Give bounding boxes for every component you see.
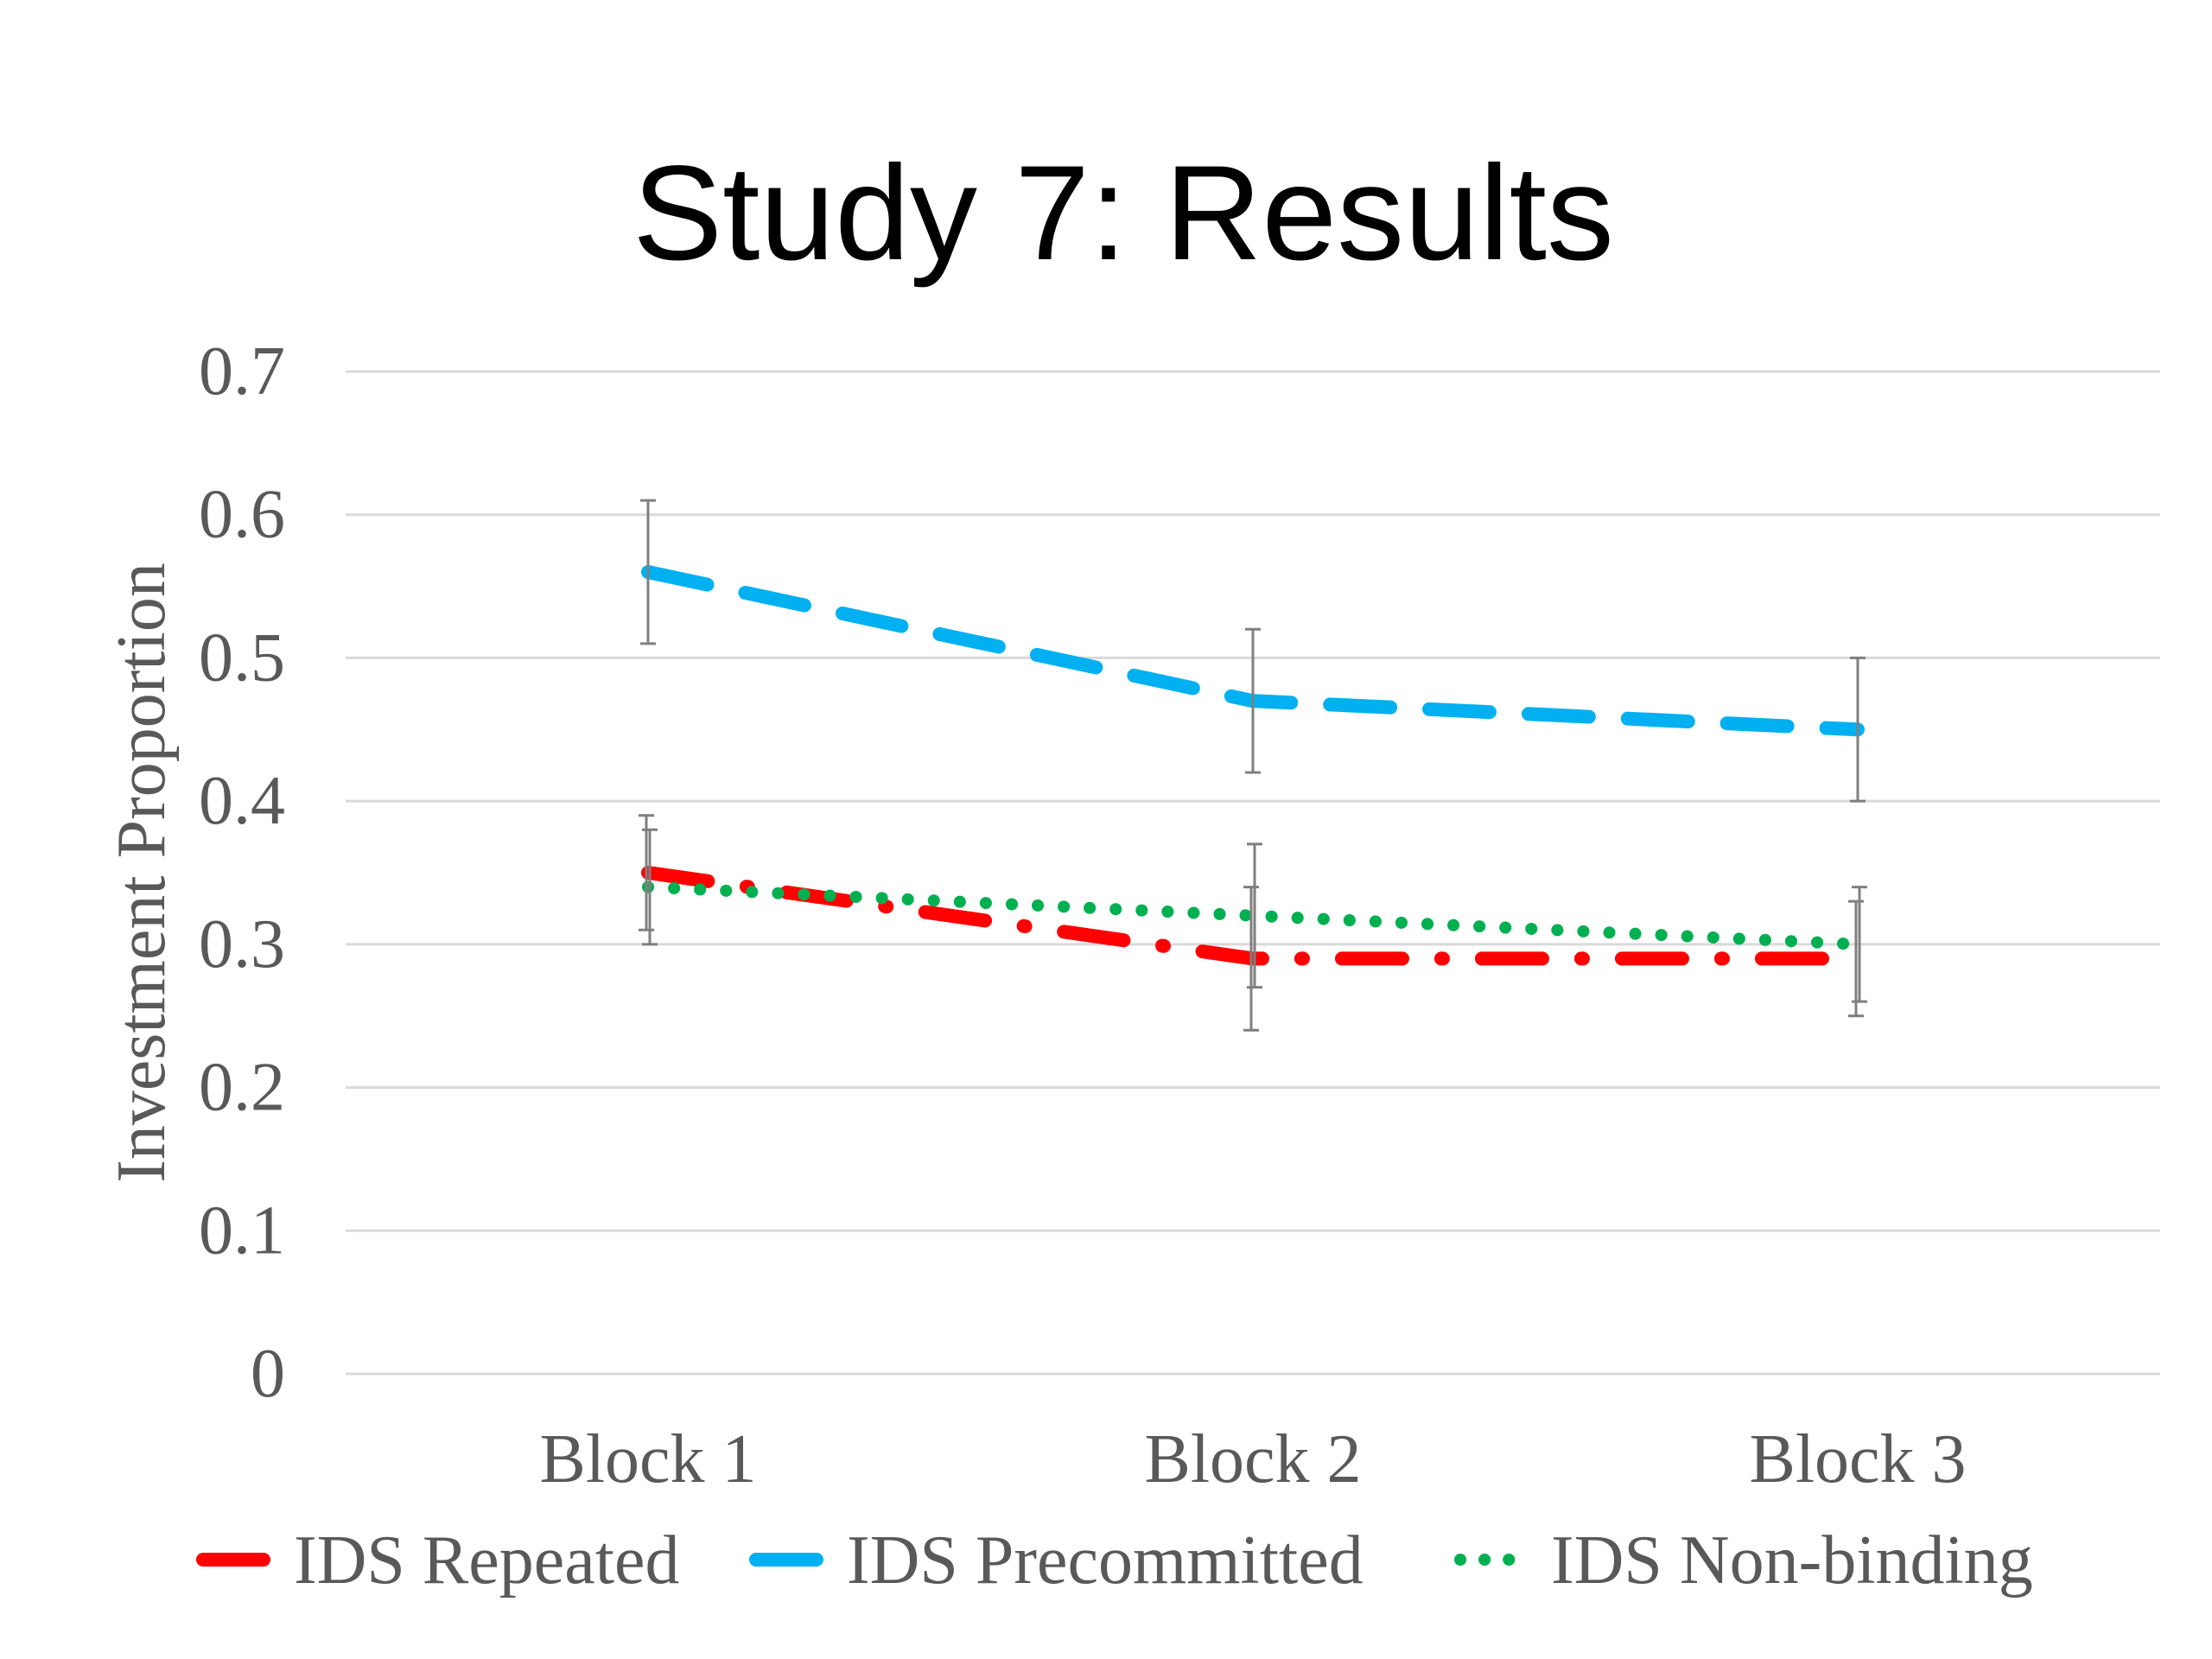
series-line-2: [642, 880, 1864, 950]
legend-label: IDS Non-binding: [1551, 1522, 2033, 1599]
y-tick-label: 0.1: [199, 1192, 285, 1268]
x-tick-label: Block 1: [539, 1421, 756, 1497]
chart-title: Study 7: Results: [632, 138, 1614, 289]
y-tick-label: 0.6: [199, 477, 285, 553]
legend-label: IDS Repeated: [294, 1522, 680, 1599]
y-tick-label: 0.3: [199, 906, 285, 982]
legend-label: IDS Precommitted: [847, 1522, 1363, 1599]
y-tick-label: 0.4: [199, 763, 285, 839]
x-tick-labels: Block 1 Block 2 Block 3: [539, 1421, 1966, 1497]
y-axis-label: Investment Proportion: [104, 563, 180, 1183]
error-bars: [639, 499, 1867, 1032]
y-tick-label: 0.2: [199, 1050, 285, 1126]
y-tick-label: 0: [251, 1336, 285, 1412]
gridlines: [346, 370, 2160, 1376]
x-tick-label: Block 3: [1749, 1421, 1966, 1497]
x-tick-label: Block 2: [1144, 1421, 1361, 1497]
legend: IDS Repeated IDS Precommitted IDS Non-bind…: [196, 1522, 2033, 1599]
y-tick-label: 0.5: [199, 620, 285, 696]
y-tick-labels: 0 0.1 0.2 0.3 0.4 0.5 0.6 0.7: [199, 334, 285, 1412]
y-tick-label: 0.7: [199, 334, 285, 410]
